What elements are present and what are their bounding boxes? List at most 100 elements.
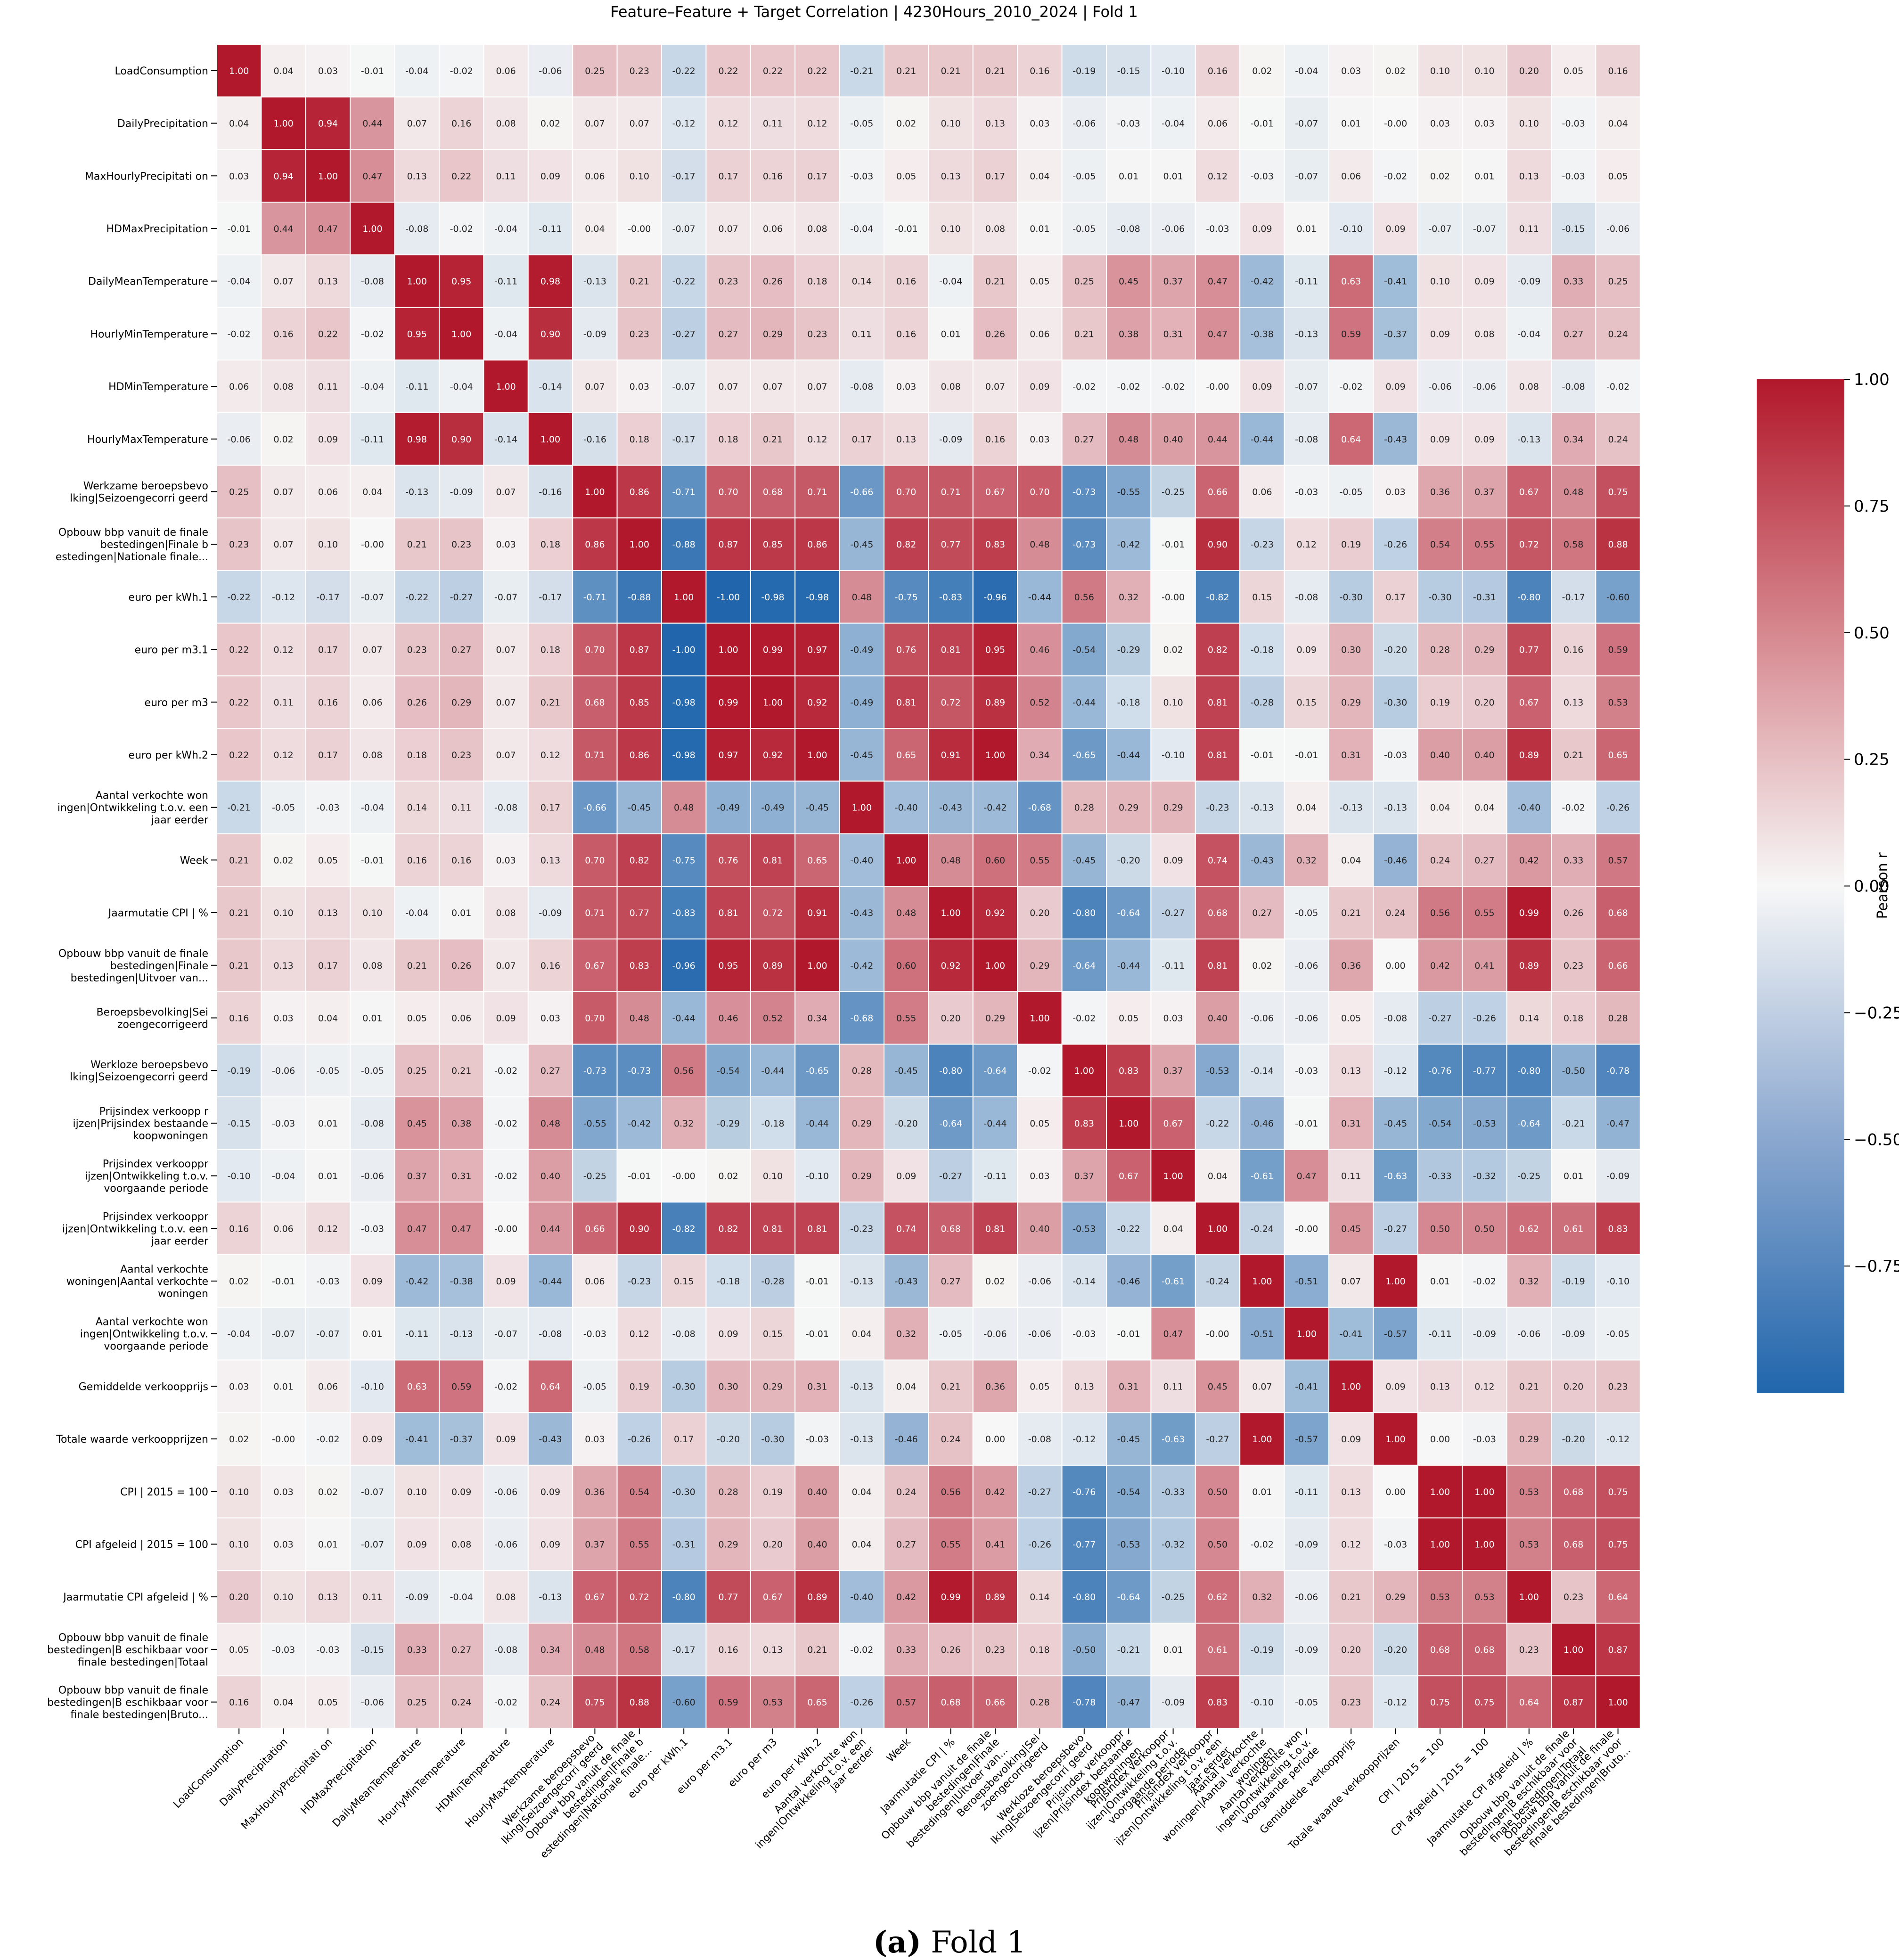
- cell-value-label: 0.81: [763, 1224, 783, 1234]
- heatmap-cell: [1017, 1307, 1063, 1361]
- heatmap-cell: [1551, 1464, 1596, 1519]
- heatmap-cell: [839, 1623, 884, 1676]
- cell-value-label: -0.33: [1428, 1171, 1451, 1182]
- heatmap-cell: [1106, 254, 1152, 308]
- cell-value-label: 0.16: [1563, 645, 1583, 655]
- cell-value-label: 0.31: [1119, 1381, 1138, 1392]
- cell-value-label: -0.46: [1117, 1276, 1140, 1287]
- cell-value-label: -0.02: [494, 1171, 517, 1182]
- column-label-line: HourlyMinTemperature: [377, 1736, 468, 1828]
- heatmap-cell: [305, 1517, 351, 1571]
- cell-value-label: 0.17: [318, 750, 338, 760]
- cell-value-label: 0.07: [763, 382, 783, 392]
- cell-value-label: 1.00: [1430, 1539, 1450, 1550]
- cell-value-label: 0.82: [1208, 645, 1228, 655]
- heatmap-cell: [527, 149, 573, 203]
- heatmap-cell: [261, 622, 306, 677]
- heatmap-cell: [1017, 1254, 1063, 1308]
- heatmap-cell: [261, 780, 306, 834]
- cell-value-label: 0.68: [1430, 1645, 1450, 1655]
- cell-value-label: 0.81: [1208, 750, 1228, 760]
- heatmap-cell: [261, 202, 306, 255]
- cell-value-label: -1.00: [717, 592, 740, 603]
- heatmap-cell: [884, 1044, 929, 1098]
- cell-value-label: 0.30: [1341, 645, 1361, 655]
- cell-value-label: -0.06: [1028, 1276, 1051, 1287]
- row-label: Aantal verkochte won ingen|Ontwikkeling t…: [57, 790, 209, 826]
- heatmap-cell: [750, 1412, 796, 1466]
- cell-value-label: -0.03: [1384, 750, 1407, 760]
- cell-value-label: -0.10: [806, 1171, 829, 1182]
- cell-value-label: 0.16: [896, 277, 916, 287]
- cell-value-label: 0.23: [985, 1645, 1005, 1655]
- cell-value-label: 0.89: [1519, 750, 1539, 760]
- heatmap-cell: [972, 1254, 1018, 1308]
- cell-value-label: 0.10: [941, 119, 960, 129]
- cell-value-label: 0.85: [763, 539, 783, 550]
- cell-value-label: 0.13: [985, 119, 1005, 129]
- heatmap-cell: [705, 44, 751, 98]
- heatmap-cell: [1462, 938, 1507, 992]
- cell-value-label: 1.00: [674, 592, 694, 603]
- cell-value-label: -0.04: [361, 382, 384, 392]
- heatmap-cell: [1462, 1044, 1507, 1098]
- cell-value-label: -0.13: [850, 1381, 873, 1392]
- cell-value-label: 0.40: [1030, 1224, 1049, 1234]
- cell-value-label: 0.29: [852, 1119, 872, 1129]
- cell-value-label: 0.22: [451, 171, 471, 181]
- heatmap-cell: [928, 1517, 974, 1571]
- cell-value-label: 0.48: [585, 1645, 605, 1655]
- heatmap-cell: [661, 1149, 707, 1203]
- heatmap-cell: [705, 412, 751, 466]
- cell-value-label: 0.06: [229, 382, 249, 392]
- heatmap-cell: [705, 1412, 751, 1466]
- cell-value-label: -0.01: [895, 224, 918, 234]
- cell-value-label: -0.42: [628, 1119, 651, 1129]
- heatmap-cell: [1017, 728, 1063, 782]
- heatmap-cell: [439, 886, 484, 939]
- cell-value-label: -0.37: [450, 1434, 473, 1445]
- cell-value-label: -0.27: [450, 592, 473, 603]
- cell-value-label: -0.06: [1251, 1013, 1274, 1023]
- heatmap-cell: [1106, 307, 1152, 361]
- heatmap-cell: [1551, 1412, 1596, 1466]
- cell-value-label: -0.01: [1295, 750, 1318, 760]
- cell-value-label: 0.62: [1519, 1224, 1539, 1234]
- heatmap-cell: [1506, 1149, 1552, 1203]
- cell-value-label: 0.12: [807, 434, 827, 445]
- cell-value-label: 0.47: [362, 171, 382, 181]
- heatmap-cell: [616, 570, 662, 624]
- colorbar-tick-label: 0.50: [1854, 624, 1890, 643]
- cell-value-label: 0.45: [1341, 1224, 1361, 1234]
- heatmap-cell: [527, 517, 573, 572]
- cell-value-label: 0.95: [985, 645, 1005, 655]
- cell-value-label: -0.80: [939, 1066, 962, 1076]
- heatmap-cell: [1017, 44, 1063, 98]
- cell-value-label: 0.99: [941, 1592, 960, 1602]
- cell-value-label: 0.02: [1163, 645, 1183, 655]
- row-label-line: Werkloze beroepsbevo: [90, 1059, 208, 1071]
- cell-value-label: -0.01: [1162, 539, 1185, 550]
- heatmap-cell: [1106, 886, 1152, 939]
- heatmap-cell: [527, 938, 573, 992]
- row-label: Aantal verkochte woningen|Aantal verkocht…: [66, 1264, 208, 1300]
- cell-value-label: -0.29: [717, 1119, 740, 1129]
- heatmap-cell: [1284, 1307, 1330, 1361]
- cell-value-label: 0.82: [896, 539, 916, 550]
- heatmap-cell: [1551, 1096, 1596, 1150]
- cell-value-label: 0.71: [807, 487, 827, 497]
- cell-value-label: 0.92: [763, 750, 783, 760]
- heatmap-cell: [527, 1044, 573, 1098]
- cell-value-label: 0.21: [1519, 1381, 1539, 1392]
- cell-value-label: 0.13: [407, 171, 427, 181]
- heatmap-cell: [1551, 1149, 1596, 1203]
- cell-value-label: 0.91: [941, 750, 960, 760]
- cell-value-label: 0.09: [362, 1434, 382, 1445]
- heatmap-cell: [572, 465, 618, 519]
- cell-value-label: 0.87: [718, 539, 738, 550]
- row-label-line: ingen|Ontwikkeling t.o.v. een: [57, 802, 208, 814]
- heatmap-cell: [439, 1149, 484, 1203]
- heatmap-cell: [261, 570, 306, 624]
- cell-value-label: 0.03: [273, 1013, 293, 1023]
- cell-value-label: 0.27: [1474, 855, 1494, 866]
